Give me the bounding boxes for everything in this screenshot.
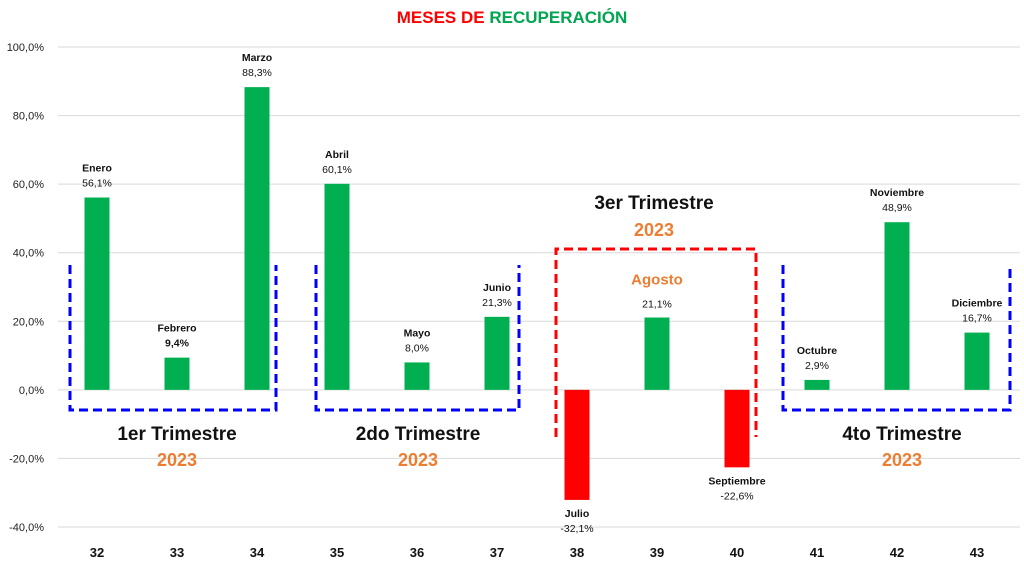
quarter-bracket: [554, 247, 758, 437]
bar: [324, 183, 350, 390]
x-tick-label: 41: [810, 545, 824, 560]
month-label: Noviembre: [870, 187, 924, 199]
gridlines: [58, 46, 1020, 528]
data-label: 21,3%: [482, 297, 512, 309]
quarter-title: 1er Trimestre: [117, 424, 236, 445]
x-tick-label: 40: [730, 545, 744, 560]
month-label: Julio: [565, 508, 590, 520]
x-tick-label: 38: [570, 545, 584, 560]
y-tick-label: 60,0%: [13, 179, 44, 191]
bar: [484, 316, 510, 390]
month-label: Enero: [82, 163, 112, 175]
data-label: 48,9%: [882, 202, 912, 214]
bar: [244, 87, 270, 390]
y-tick-label: 100,0%: [7, 42, 45, 54]
quarter-bracket: [314, 265, 521, 412]
quarter-title: 4to Trimestre: [842, 424, 961, 445]
x-tick-label: 33: [170, 545, 184, 560]
bars: [84, 87, 990, 500]
bar: [564, 389, 590, 500]
x-tick-label: 34: [250, 545, 265, 560]
y-tick-label: -40,0%: [9, 522, 44, 534]
quarter-year: 2023: [157, 450, 197, 470]
data-label: 56,1%: [82, 178, 112, 190]
bar: [724, 389, 750, 468]
quarter-bracket: [781, 265, 1012, 412]
month-label: Mayo: [404, 327, 431, 339]
x-tick-label: 42: [890, 545, 904, 560]
data-label: 21,1%: [642, 299, 672, 311]
bar: [804, 379, 830, 390]
quarter-title: 2do Trimestre: [356, 424, 481, 445]
data-label: 88,3%: [242, 67, 272, 79]
quarter-year: 2023: [634, 220, 674, 240]
data-label: 60,1%: [322, 164, 352, 176]
y-tick-label: 20,0%: [13, 316, 44, 328]
quarter-year: 2023: [882, 450, 922, 470]
data-label: -32,1%: [560, 523, 593, 535]
month-label: Octubre: [797, 345, 837, 357]
bar: [164, 357, 190, 390]
quarter-title: 3er Trimestre: [594, 193, 713, 214]
month-label: Diciembre: [952, 298, 1003, 310]
y-tick-label: 40,0%: [13, 248, 44, 260]
month-label: Abril: [325, 149, 349, 161]
bar: [964, 332, 990, 390]
month-label: Febrero: [157, 323, 196, 335]
x-tick-label: 35: [330, 545, 344, 560]
data-label: 9,4%: [165, 338, 190, 350]
chart-title-part2: RECUPERACIÓN: [489, 8, 628, 27]
quarter-brackets: [68, 247, 1012, 437]
x-tick-label: 43: [970, 545, 984, 560]
y-tick-label: 80,0%: [13, 111, 44, 123]
x-tick-label: 39: [650, 545, 664, 560]
data-label: -22,6%: [720, 490, 753, 502]
month-label: Junio: [483, 282, 511, 294]
quarter-year: 2023: [398, 450, 438, 470]
x-tick-label: 32: [90, 545, 104, 560]
data-label: 16,7%: [962, 313, 992, 325]
month-label: Septiembre: [708, 475, 765, 487]
chart-title-part1: MESES DE: [396, 8, 490, 27]
labels: -40,0% -20,0% 0,0% 20,0% 40,0% 60,0% 80,0% 100,…: [7, 42, 1003, 560]
bar: [404, 362, 430, 390]
quarter-bracket: [68, 265, 278, 412]
x-tick-label: 37: [490, 545, 504, 560]
bar: [84, 197, 110, 390]
bar: [644, 317, 670, 390]
x-tick-label: 36: [410, 545, 424, 560]
y-tick-label: -20,0%: [9, 453, 44, 465]
chart-title: MESES DE RECUPERACIÓN: [0, 8, 1024, 28]
month-label: Marzo: [242, 52, 272, 64]
data-label: 2,9%: [805, 360, 829, 372]
month-label: Agosto: [631, 272, 683, 289]
bar: [884, 222, 910, 390]
y-tick-label: 0,0%: [19, 385, 44, 397]
data-label: 8,0%: [405, 342, 429, 354]
